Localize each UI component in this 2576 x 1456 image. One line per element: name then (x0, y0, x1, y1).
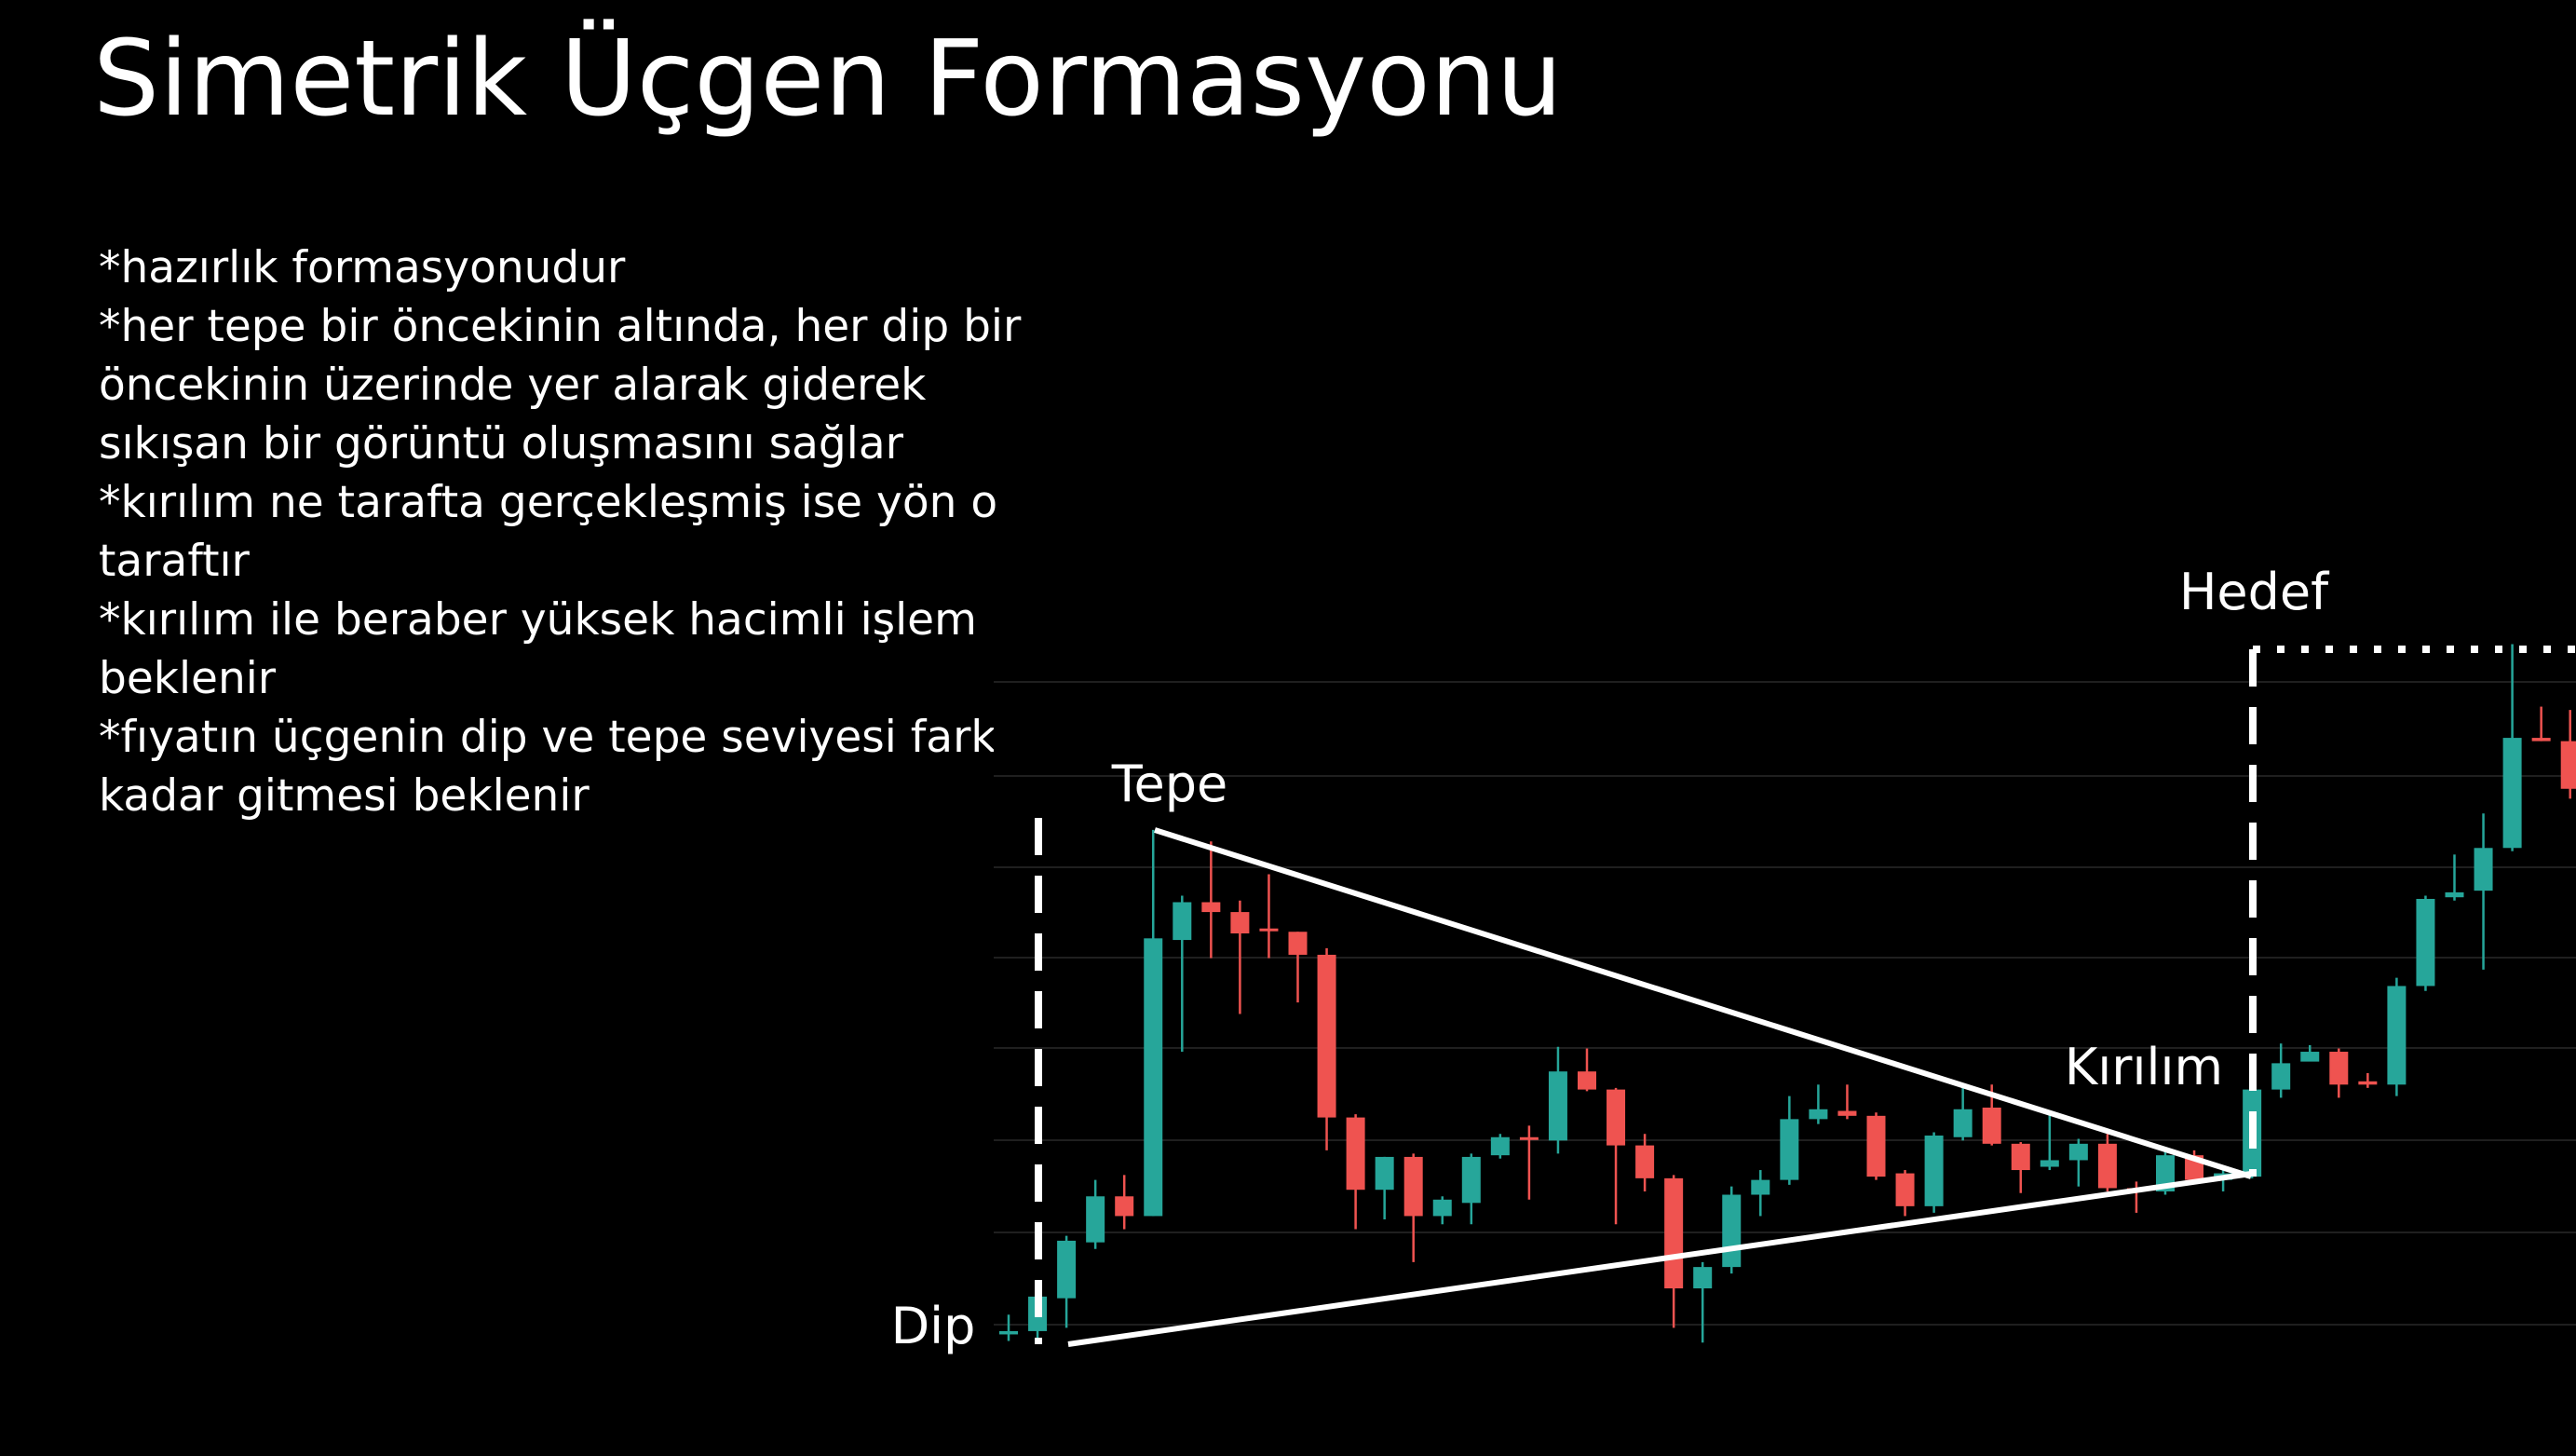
annotation: Hedef (2179, 563, 2330, 621)
note-line: *her tepe bir öncekinin altında, her dip… (99, 301, 1022, 352)
candle-body (2416, 898, 2435, 987)
candle-body (2531, 738, 2551, 742)
note-line: kadar gitmesi beklenir (99, 770, 590, 822)
candle-body (1375, 1156, 1394, 1191)
candle-body (1490, 1136, 1510, 1156)
note-line: taraftır (99, 536, 250, 587)
candle-body (1115, 1196, 1134, 1217)
candle-body (2300, 1052, 2320, 1062)
candle-body (1230, 912, 1250, 934)
candle-body (1780, 1119, 1799, 1180)
lower-trendline (1067, 1171, 2252, 1347)
candle-body (1144, 938, 1163, 1217)
note-line: öncekinin üzerinde yer alarak giderek (99, 360, 927, 411)
candle-body (1259, 928, 1279, 932)
candle-body (1895, 1173, 1915, 1206)
candle-body (999, 1330, 1018, 1335)
candle-body (1057, 1240, 1077, 1299)
candle-body (2560, 741, 2576, 789)
candle-body (1607, 1089, 1626, 1146)
candle-body (1953, 1109, 1973, 1137)
candle-body (1317, 954, 1336, 1118)
candle-body (1837, 1110, 1857, 1116)
annotation: Dip (891, 1297, 976, 1355)
candle-body (1664, 1177, 1684, 1289)
candle-body (2011, 1143, 2030, 1171)
note-line: *kırılım ile beraber yüksek hacimli işle… (99, 594, 977, 646)
candle-body (1461, 1156, 1481, 1204)
candle-body (2329, 1052, 2349, 1085)
candle-body (2387, 986, 2407, 1085)
candle-body (1578, 1071, 1596, 1090)
candle-body (2068, 1143, 2088, 1161)
upper-trendline (1154, 827, 2252, 1179)
candle-body (2097, 1143, 2117, 1189)
note-line: *kırılım ne tarafta gerçekleşmiş ise yön… (99, 477, 998, 528)
candle-body (1635, 1145, 1655, 1178)
candle-body (1173, 902, 1192, 941)
candle-body (1809, 1109, 1828, 1120)
candle-body (2445, 891, 2464, 898)
candle-body (2156, 1155, 2175, 1191)
candle-body (1722, 1194, 1742, 1268)
note-line: *hazırlık formasyonudur (99, 242, 626, 293)
candle-body (1519, 1136, 1539, 1140)
candle-body (1403, 1156, 1423, 1217)
candle-body (1201, 902, 1221, 913)
candle-body (1432, 1199, 1452, 1217)
candle-body (2474, 848, 2493, 891)
grid (994, 681, 2576, 1326)
candle-body (1548, 1071, 1567, 1141)
note-line: *fıyatın üçgenin dip ve tepe seviyesi fa… (99, 712, 1009, 763)
candle-body (2502, 738, 2522, 849)
candle-body (1866, 1115, 1886, 1177)
candle-body (2040, 1160, 2059, 1167)
candle-body (1751, 1179, 1770, 1195)
notes: *hazırlık formasyonudur *her tepe bir önc… (99, 238, 1021, 825)
note-line: beklenir (99, 653, 277, 704)
candle-body (1924, 1135, 1944, 1206)
candle-body (1693, 1267, 1713, 1289)
candle-body (2358, 1081, 2378, 1085)
candle-body (1982, 1108, 2001, 1144)
candle-body (2271, 1063, 2291, 1090)
note-line: sıkışan bir görüntü oluşmasını sağlar (99, 418, 903, 469)
annotation: Tepe (1111, 755, 1228, 813)
candle-body (1288, 932, 1308, 955)
candle-body (1086, 1196, 1105, 1243)
pattern-lines (1035, 646, 2576, 1347)
candle-body (1346, 1117, 1365, 1191)
annotation: Kırılım (2065, 1038, 2223, 1096)
slide-title: Simetrik Üçgen Formasyonu (93, 19, 1563, 140)
